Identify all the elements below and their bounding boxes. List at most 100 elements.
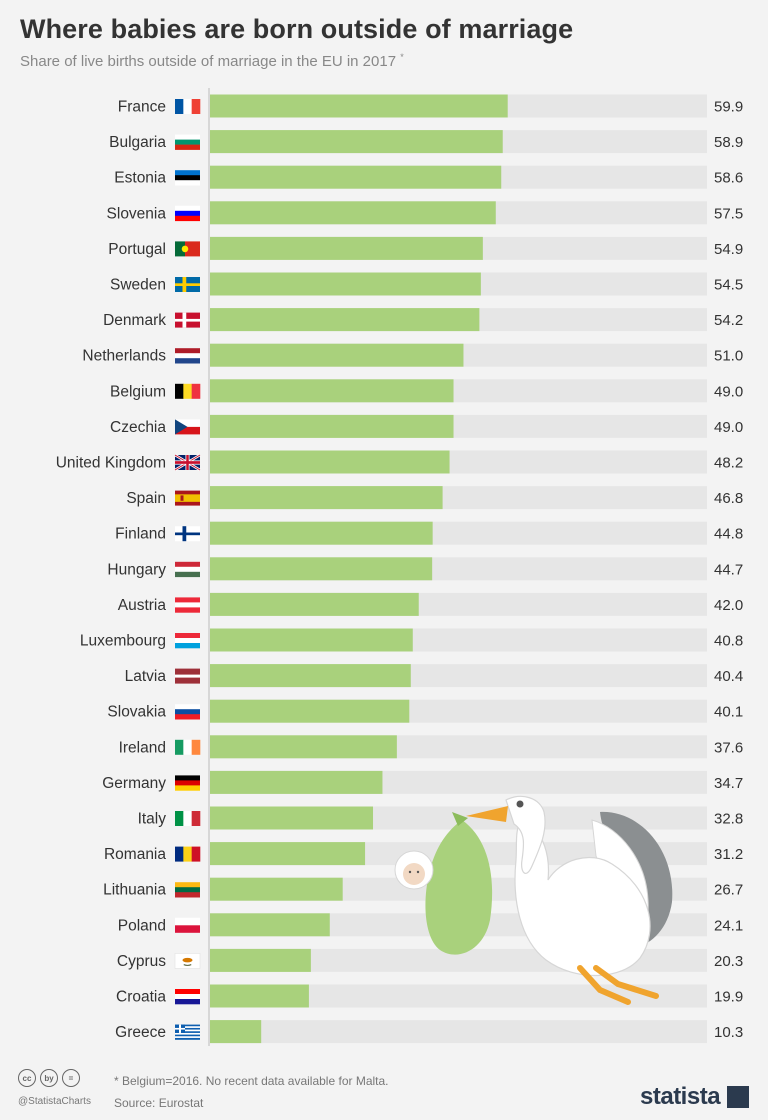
bar-luxembourg [210, 628, 413, 652]
bulgaria-flag-icon [175, 134, 200, 150]
source-note: Source: Eurostat [114, 1096, 204, 1110]
value-label-france: 59.9 [714, 99, 743, 116]
chart-subtitle: Share of live births outside of marriage… [20, 52, 404, 70]
sweden-flag-icon [175, 277, 200, 292]
value-label-czechia: 49.0 [714, 419, 743, 436]
italy-flag-icon [175, 811, 201, 826]
belgium-flag-icon [175, 383, 201, 399]
category-label-ireland: Ireland [119, 739, 166, 756]
bar-slovenia [210, 201, 496, 225]
hungary-flag-icon [175, 561, 200, 578]
category-label-netherlands: Netherlands [82, 348, 166, 365]
bar-lithuania [210, 877, 343, 901]
value-label-portugal: 54.9 [714, 241, 743, 258]
stork-body [514, 821, 651, 977]
category-label-austria: Austria [118, 597, 167, 614]
category-label-finland: Finland [115, 526, 166, 543]
category-label-slovakia: Slovakia [107, 704, 166, 721]
value-label-sweden: 54.5 [714, 277, 743, 294]
bar-denmark [210, 308, 480, 332]
category-label-italy: Italy [138, 811, 167, 828]
bar-netherlands [210, 343, 464, 367]
category-label-spain: Spain [126, 490, 166, 507]
germany-flag-icon [175, 775, 200, 791]
value-label-estonia: 58.6 [714, 170, 743, 187]
value-label-slovakia: 40.1 [714, 704, 743, 721]
category-label-lithuania: Lithuania [103, 882, 166, 899]
value-label-united-kingdom: 48.2 [714, 455, 743, 472]
croatia-flag-icon [175, 989, 200, 1005]
statista-logo[interactable]: statista [640, 1083, 721, 1110]
bar-spain [210, 486, 443, 510]
value-label-hungary: 44.7 [714, 561, 743, 578]
category-label-latvia: Latvia [125, 668, 167, 685]
value-label-spain: 46.8 [714, 490, 743, 507]
category-label-bulgaria: Bulgaria [109, 134, 166, 151]
license-icons: cc by = [18, 1069, 80, 1087]
category-label-greece: Greece [115, 1024, 166, 1041]
spain-flag-icon [175, 490, 200, 506]
ireland-flag-icon [175, 739, 201, 755]
bar-track-greece [210, 1020, 707, 1044]
bar-poland [210, 913, 330, 937]
austria-flag-icon [175, 597, 200, 613]
bar-finland [210, 521, 433, 545]
value-label-finland: 44.8 [714, 526, 743, 543]
baby-face [403, 863, 425, 885]
value-label-luxembourg: 40.8 [714, 633, 743, 650]
bar-cyprus [210, 948, 311, 972]
bar-sweden [210, 272, 481, 296]
category-label-estonia: Estonia [114, 170, 166, 187]
value-label-austria: 42.0 [714, 597, 743, 614]
bar-austria [210, 592, 419, 616]
value-label-germany: 34.7 [714, 775, 743, 792]
attribution-icon: by [40, 1069, 58, 1087]
category-label-cyprus: Cyprus [117, 953, 166, 970]
stork-legs [577, 965, 659, 1005]
value-label-poland: 24.1 [714, 917, 743, 934]
category-label-germany: Germany [102, 775, 166, 792]
category-label-portugal: Portugal [108, 241, 166, 258]
category-label-france: France [118, 99, 166, 116]
france-flag-icon [175, 99, 201, 114]
category-label-denmark: Denmark [103, 312, 166, 329]
category-label-belgium: Belgium [110, 383, 166, 400]
bar-bulgaria [210, 130, 503, 154]
poland-flag-icon [175, 917, 200, 933]
romania-flag-icon [175, 846, 201, 862]
netherlands-flag-icon [175, 348, 200, 364]
category-label-hungary: Hungary [107, 561, 166, 578]
value-label-croatia: 19.9 [714, 989, 743, 1006]
social-handle[interactable]: @StatistaCharts [18, 1096, 91, 1107]
bar-latvia [210, 664, 411, 688]
value-label-belgium: 49.0 [714, 383, 743, 400]
statista-logo-icon [727, 1086, 749, 1108]
bar-hungary [210, 557, 433, 581]
value-label-denmark: 54.2 [714, 312, 743, 329]
value-label-greece: 10.3 [714, 1024, 743, 1041]
chart-title: Where babies are born outside of marriag… [20, 14, 574, 44]
category-label-romania: Romania [104, 846, 166, 863]
stork-illustration [394, 795, 673, 1005]
value-label-bulgaria: 58.9 [714, 134, 743, 151]
estonia-flag-icon [175, 170, 200, 186]
category-label-united-kingdom: United Kingdom [56, 455, 166, 472]
bar-portugal [210, 236, 483, 260]
bar-greece [210, 1020, 262, 1044]
bar-track-croatia [210, 984, 707, 1008]
category-label-czechia: Czechia [110, 419, 166, 436]
denmark-flag-icon [175, 312, 200, 328]
bar-united-kingdom [210, 450, 450, 474]
value-label-ireland: 37.6 [714, 739, 743, 756]
luxembourg-flag-icon [175, 633, 200, 649]
stork-eye [516, 800, 524, 808]
category-label-croatia: Croatia [116, 989, 166, 1006]
subtitle-text: Share of live births outside of marriage… [20, 53, 397, 70]
baby-eye-left [408, 870, 412, 874]
category-label-sweden: Sweden [110, 277, 166, 294]
lithuania-flag-icon [175, 882, 200, 898]
value-label-netherlands: 51.0 [714, 348, 743, 365]
value-label-latvia: 40.4 [714, 668, 743, 685]
greece-flag-icon [175, 1024, 200, 1040]
bar-ireland [210, 735, 397, 759]
